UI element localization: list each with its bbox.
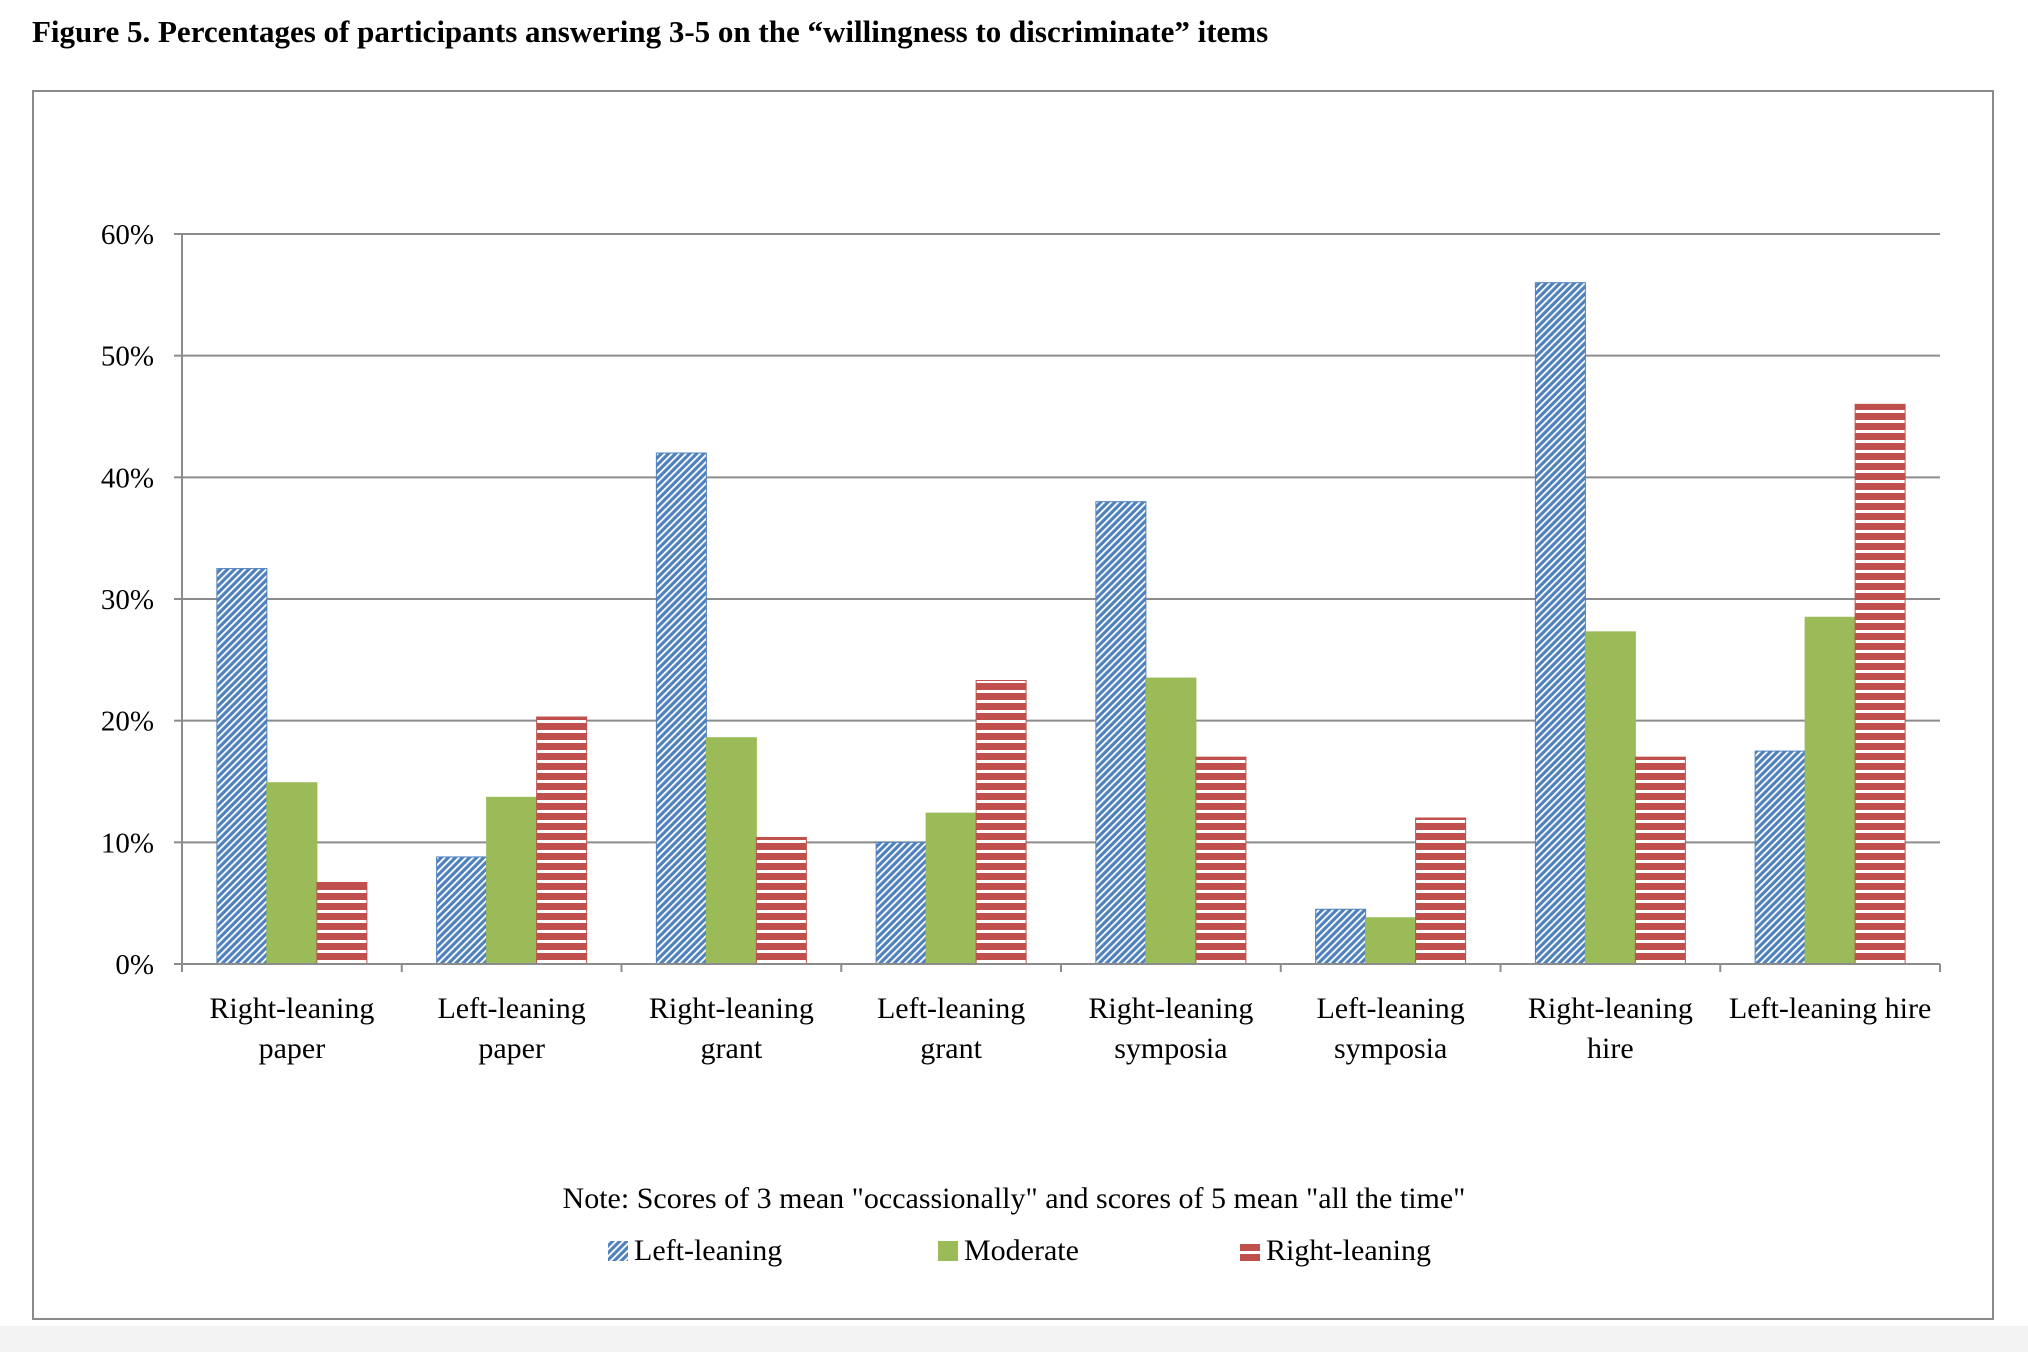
bar-left-leaning [1754, 750, 1806, 965]
legend-item-right-leaning: Right-leaning [1240, 1234, 1431, 1268]
x-tick-label: Left-leaning symposia [1316, 992, 1464, 1065]
y-tick-label: 30% [101, 584, 154, 616]
bar-moderate [266, 782, 318, 965]
bar-moderate [1365, 917, 1417, 965]
legend-item-left-leaning: Left-leaning [608, 1234, 782, 1268]
bar-moderate [1145, 677, 1197, 965]
y-tick-label: 60% [101, 219, 154, 251]
x-tick-label: Right-leaning symposia [1088, 992, 1253, 1065]
legend-label-right-leaning: Right-leaning [1266, 1234, 1431, 1267]
x-axis [181, 234, 1941, 972]
bar-right-leaning [1195, 756, 1247, 965]
bar-moderate [1804, 616, 1856, 965]
legend-label-left-leaning: Left-leaning [634, 1234, 783, 1267]
gridlines [174, 233, 1940, 965]
x-tick-label: Left-leaning paper [437, 992, 585, 1065]
bar-moderate [925, 812, 977, 965]
y-tick-label: 50% [101, 341, 154, 373]
bars [216, 282, 1906, 965]
bar-right-leaning [536, 716, 588, 965]
bar-left-leaning [1095, 501, 1147, 965]
y-tick-label: 40% [101, 462, 154, 494]
x-tick-label: Right-leaning hire [1528, 992, 1693, 1065]
y-tick-label: 0% [115, 949, 154, 981]
chart-note: Note: Scores of 3 mean "occassionally" a… [562, 1182, 1466, 1215]
legend: Left-leaning Moderate Right-leaning [0, 1234, 2028, 1274]
bar-left-leaning [875, 841, 927, 965]
bar-right-leaning [755, 836, 807, 965]
bar-right-leaning [975, 680, 1027, 965]
legend-label-moderate: Moderate [964, 1234, 1079, 1267]
bar-left-leaning [1534, 282, 1586, 965]
bar-moderate [705, 737, 757, 965]
y-tick-label: 20% [101, 706, 154, 738]
bar-left-leaning [655, 452, 707, 965]
bar-moderate [1584, 631, 1636, 965]
legend-swatch-left-leaning [608, 1241, 628, 1261]
figure-title: Figure 5. Percentages of participants an… [32, 14, 1269, 49]
bar-right-leaning [1415, 817, 1467, 965]
x-axis-tick-labels: Right-leaning paper Left-leaning paper Right… [209, 992, 1931, 1065]
y-axis-tick-labels: 0% 10% 20% 30% 40% 50% 60% [101, 219, 154, 981]
bar-left-leaning [1315, 908, 1367, 965]
bottom-strip [0, 1326, 2028, 1352]
bar-right-leaning [1854, 403, 1906, 965]
legend-swatch-right-leaning [1240, 1241, 1260, 1261]
legend-swatch-moderate [938, 1241, 958, 1261]
x-tick-label: Right-leaning paper [209, 992, 374, 1065]
bar-right-leaning [316, 881, 368, 965]
x-tick-label: Left-leaning hire [1729, 992, 1931, 1025]
bar-left-leaning [436, 856, 488, 965]
bar-right-leaning [1634, 756, 1686, 965]
bar-left-leaning [216, 568, 268, 965]
bar-moderate [486, 796, 538, 965]
x-tick-label: Left-leaning grant [877, 992, 1025, 1065]
legend-item-moderate: Moderate [938, 1234, 1079, 1268]
y-tick-label: 10% [101, 827, 154, 859]
x-tick-label: Right-leaning grant [649, 992, 814, 1065]
